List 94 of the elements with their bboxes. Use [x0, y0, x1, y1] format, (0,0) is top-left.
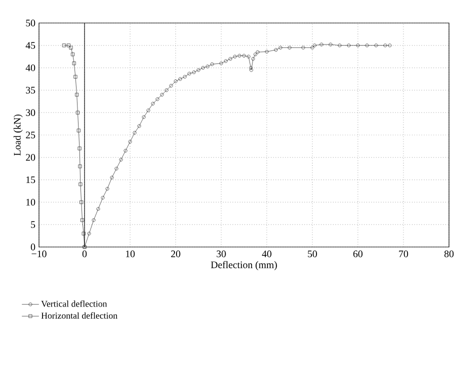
point [278, 46, 282, 50]
point [228, 57, 232, 61]
point [374, 44, 378, 48]
point [146, 108, 150, 112]
point [72, 62, 76, 66]
y-tick-label: 45 [26, 42, 36, 49]
point [188, 72, 192, 76]
point [69, 46, 73, 50]
point [124, 148, 128, 152]
point [142, 115, 146, 119]
point [338, 44, 342, 48]
point [242, 54, 246, 58]
y-tick-label: 0 [30, 244, 36, 250]
point [92, 218, 96, 222]
point [288, 46, 292, 50]
point [114, 166, 118, 170]
y-tick-label: 35 [26, 86, 36, 94]
point [264, 50, 269, 54]
x-tick-label: 30 [216, 250, 226, 258]
point [119, 158, 123, 162]
point [365, 44, 369, 48]
point [70, 52, 75, 56]
point [182, 74, 187, 79]
legend-label: Vertical deflection [41, 300, 107, 307]
point [310, 46, 314, 50]
point [75, 92, 79, 96]
point [256, 50, 260, 54]
point [219, 62, 224, 66]
point [151, 102, 155, 106]
x-tick-label: −10 [32, 250, 46, 258]
point [82, 232, 86, 236]
point [78, 146, 82, 150]
x-tick-label: 70 [399, 250, 408, 258]
point [78, 182, 82, 186]
point [356, 44, 360, 48]
point [100, 196, 105, 200]
x-tick-label: 50 [308, 250, 317, 258]
point [80, 200, 84, 204]
point [249, 68, 254, 72]
y-tick-label: 40 [26, 64, 36, 72]
point [301, 46, 306, 50]
point [383, 44, 388, 48]
point [76, 128, 80, 132]
point [312, 44, 316, 48]
point [233, 54, 237, 58]
point [76, 110, 80, 114]
y-tick-label: 5 [31, 221, 36, 228]
legend-label: Horizontal deflection [41, 312, 118, 319]
y-axis-title: Load (kN) [14, 114, 23, 156]
point [178, 77, 182, 81]
point [66, 44, 70, 48]
y-tick-label: 30 [26, 109, 36, 116]
point [224, 59, 228, 63]
point [110, 176, 114, 180]
y-tick-label: 15 [26, 176, 36, 184]
point [164, 88, 168, 92]
point [206, 64, 210, 68]
point [201, 66, 205, 70]
y-tick-label: 20 [26, 154, 36, 161]
point [80, 218, 84, 222]
point [249, 66, 253, 70]
y-tick-label: 10 [26, 198, 36, 206]
point [274, 48, 278, 52]
x-tick-label: 40 [262, 250, 272, 258]
point [87, 232, 91, 236]
point [174, 79, 178, 84]
x-tick-label: 20 [171, 250, 180, 258]
point [156, 97, 160, 101]
point [254, 52, 258, 56]
x-tick-label: 0 [82, 250, 87, 258]
x-tick-label: 80 [444, 250, 454, 258]
point [132, 130, 136, 135]
point [169, 84, 173, 88]
point [328, 42, 332, 46]
y-tick-label: 25 [26, 132, 36, 138]
point [251, 57, 255, 61]
point [238, 54, 242, 58]
point [246, 54, 250, 58]
point [320, 42, 324, 46]
point [160, 92, 164, 96]
point [137, 124, 142, 128]
point [96, 207, 100, 211]
x-tick-label: 60 [353, 250, 362, 258]
point [210, 62, 214, 66]
point [78, 164, 82, 168]
y-tick-label: 50 [26, 20, 36, 26]
point [106, 186, 110, 191]
point [74, 74, 78, 79]
point [196, 68, 200, 72]
x-axis-title: Deflection (mm) [210, 261, 277, 270]
point [128, 140, 132, 144]
x-tick-label: 10 [126, 250, 135, 258]
point [346, 44, 351, 48]
point [192, 70, 196, 74]
